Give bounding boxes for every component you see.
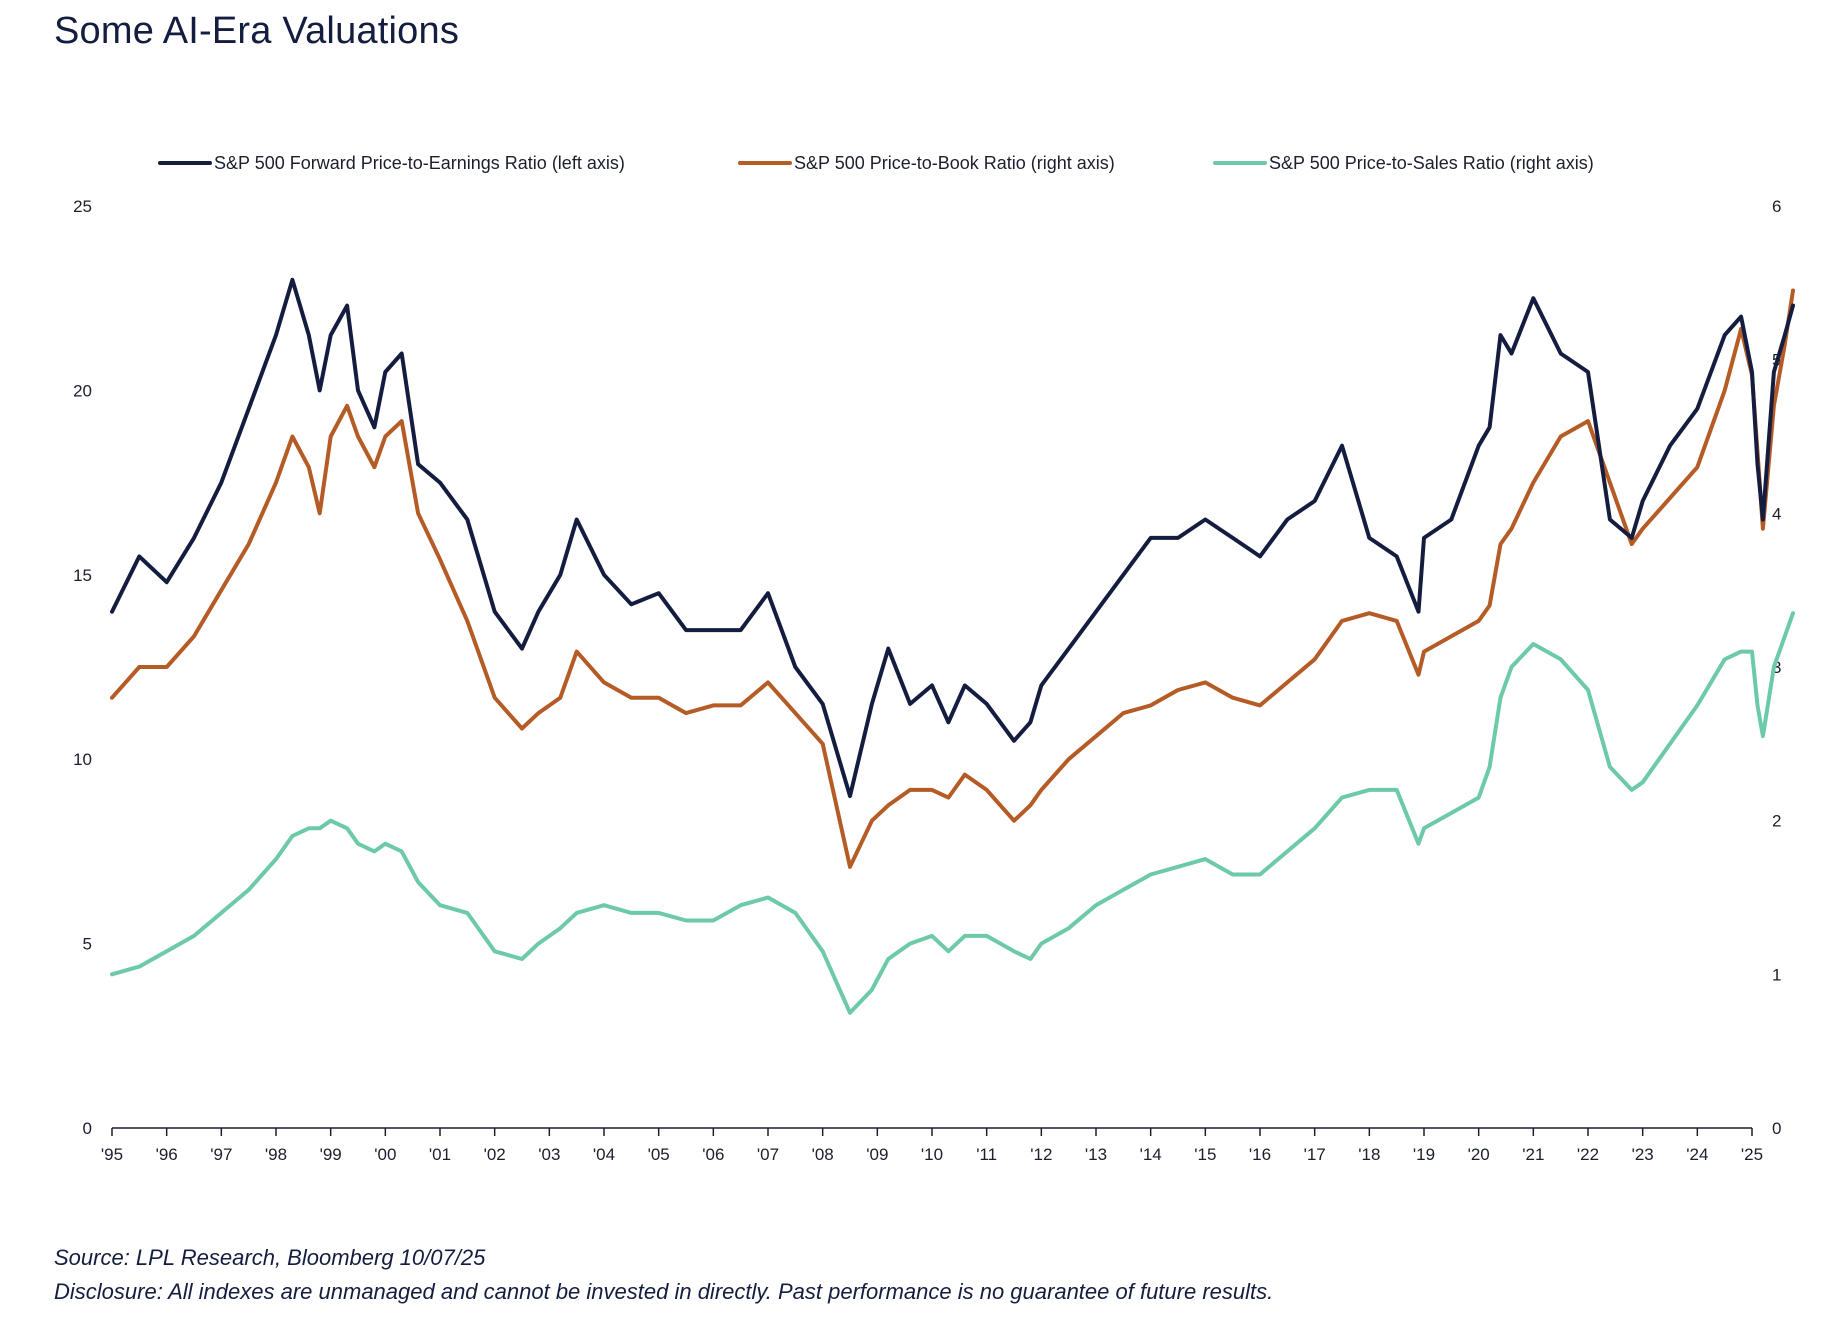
disclosure-note: Disclosure: All indexes are unmanaged an… <box>54 1279 1274 1304</box>
x-tick-label: '23 <box>1632 1145 1654 1164</box>
right-tick-label: 3 <box>1772 658 1781 677</box>
x-tick-label: '04 <box>593 1145 615 1164</box>
chart-title: Some AI-Era Valuations <box>54 10 460 52</box>
x-tick-label: '00 <box>374 1145 396 1164</box>
left-tick-label: 25 <box>73 197 92 216</box>
left-tick-label: 20 <box>73 381 92 400</box>
x-tick-label: '06 <box>702 1145 724 1164</box>
x-tick-label: '09 <box>866 1145 888 1164</box>
x-tick-label: '15 <box>1194 1145 1216 1164</box>
legend-label: S&P 500 Price-to-Sales Ratio (right axis… <box>1269 153 1594 173</box>
x-tick-label: '95 <box>101 1145 123 1164</box>
right-tick-label: 1 <box>1772 965 1781 984</box>
x-tick-label: '25 <box>1741 1145 1763 1164</box>
x-tick-label: '99 <box>320 1145 342 1164</box>
x-tick-label: '10 <box>921 1145 943 1164</box>
x-tick-label: '96 <box>156 1145 178 1164</box>
x-tick-label: '18 <box>1358 1145 1380 1164</box>
x-tick-label: '19 <box>1413 1145 1435 1164</box>
legend-label: S&P 500 Forward Price-to-Earnings Ratio … <box>214 153 625 173</box>
x-tick-label: '21 <box>1522 1145 1544 1164</box>
x-tick-label: '01 <box>429 1145 451 1164</box>
series-line-0 <box>110 277 1795 799</box>
x-tick-label: '20 <box>1468 1145 1490 1164</box>
legend-label: S&P 500 Price-to-Book Ratio (right axis) <box>794 153 1115 173</box>
left-tick-label: 15 <box>73 566 92 585</box>
right-tick-label: 6 <box>1772 197 1781 216</box>
series-line-2 <box>110 611 1795 1015</box>
left-tick-label: 10 <box>73 750 92 769</box>
legend: S&P 500 Forward Price-to-Earnings Ratio … <box>158 153 1594 173</box>
x-tick-label: '05 <box>648 1145 670 1164</box>
left-tick-label: 0 <box>83 1119 92 1138</box>
x-tick-label: '14 <box>1140 1145 1162 1164</box>
x-tick-label: '24 <box>1686 1145 1708 1164</box>
x-tick-label: '16 <box>1249 1145 1271 1164</box>
x-tick-label: '12 <box>1030 1145 1052 1164</box>
x-tick-label: '98 <box>265 1145 287 1164</box>
right-tick-label: 2 <box>1772 812 1781 831</box>
x-tick-label: '17 <box>1304 1145 1326 1164</box>
left-axis: 0 5 10 15 20 25 <box>73 197 92 1138</box>
left-tick-label: 5 <box>83 935 92 954</box>
x-tick-label: '13 <box>1085 1145 1107 1164</box>
x-tick-label: '22 <box>1577 1145 1599 1164</box>
x-tick-label: '02 <box>484 1145 506 1164</box>
right-tick-label: 4 <box>1772 504 1781 523</box>
x-tick-label: '08 <box>812 1145 834 1164</box>
series-layer <box>110 277 1795 1015</box>
series-line-1 <box>110 288 1795 869</box>
source-note: Source: LPL Research, Bloomberg 10/07/25 <box>54 1245 486 1270</box>
right-tick-label: 0 <box>1772 1119 1781 1138</box>
x-axis: '95 '96 '97 '98 '99 '00 '01 '02 '03 '04 '05 '06 '07 '… <box>101 1127 1763 1164</box>
x-tick-label: '07 <box>757 1145 779 1164</box>
x-tick-label: '03 <box>538 1145 560 1164</box>
x-tick-label: '11 <box>976 1145 997 1164</box>
x-tick-label: '97 <box>210 1145 232 1164</box>
